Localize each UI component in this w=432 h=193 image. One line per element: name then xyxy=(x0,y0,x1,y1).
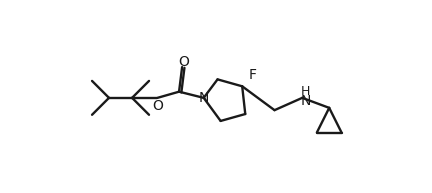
Text: O: O xyxy=(178,55,189,69)
Text: N: N xyxy=(300,94,311,108)
Text: O: O xyxy=(152,99,163,113)
Text: F: F xyxy=(249,68,257,82)
Text: N: N xyxy=(198,91,209,105)
Text: H: H xyxy=(301,85,310,98)
